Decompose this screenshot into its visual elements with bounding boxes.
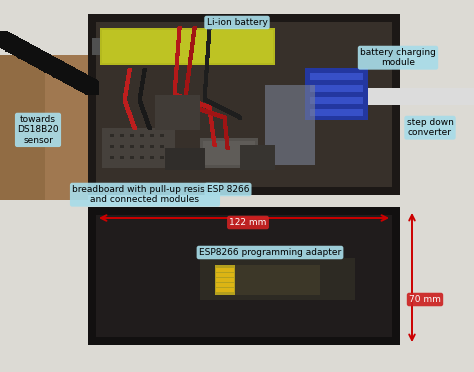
Text: 122 mm: 122 mm bbox=[229, 218, 267, 227]
Text: breadboard with pull-up resistor
and connected modules: breadboard with pull-up resistor and con… bbox=[72, 185, 218, 204]
Text: Li-ion battery: Li-ion battery bbox=[207, 18, 267, 27]
Text: towards
DS18B20
sensor: towards DS18B20 sensor bbox=[17, 115, 59, 145]
Text: battery charging
module: battery charging module bbox=[360, 48, 436, 67]
Text: step down
converter: step down converter bbox=[407, 118, 454, 137]
Text: 70 mm: 70 mm bbox=[409, 295, 441, 304]
Text: ESP 8266: ESP 8266 bbox=[207, 185, 249, 194]
Text: ESP8266 programming adapter: ESP8266 programming adapter bbox=[199, 248, 341, 257]
